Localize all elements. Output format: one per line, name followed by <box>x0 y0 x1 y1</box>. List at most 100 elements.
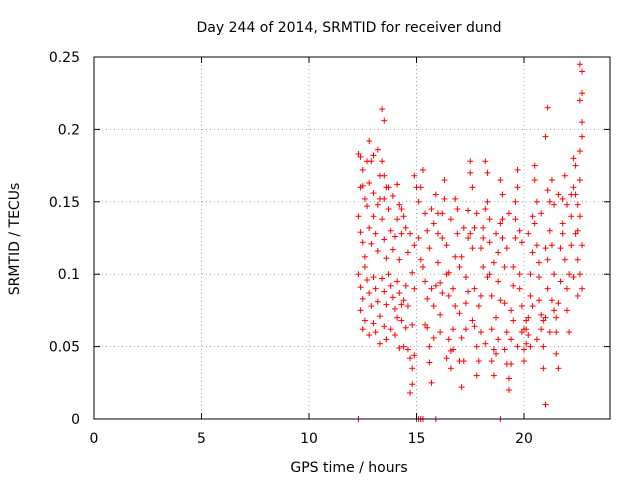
data-point <box>478 292 484 299</box>
data-point <box>531 220 538 227</box>
data-point <box>447 365 454 372</box>
data-point <box>484 274 491 281</box>
data-point <box>574 201 581 208</box>
data-point <box>398 301 405 308</box>
data-point <box>370 320 377 327</box>
data-point <box>409 269 416 276</box>
data-point <box>536 297 543 304</box>
data-point <box>456 263 463 270</box>
data-point <box>510 263 517 270</box>
data-point <box>381 288 388 295</box>
data-point <box>505 210 512 217</box>
data-point <box>527 271 534 278</box>
data-point <box>441 177 448 184</box>
data-point <box>437 329 444 336</box>
data-point <box>452 195 459 202</box>
data-point <box>553 329 560 336</box>
data-point <box>495 336 502 343</box>
data-point <box>579 90 586 97</box>
data-point <box>428 379 435 386</box>
data-point <box>538 326 545 333</box>
data-point <box>531 162 538 169</box>
data-point <box>579 285 586 292</box>
data-point <box>396 345 403 352</box>
data-point <box>546 227 553 234</box>
data-point <box>555 365 562 372</box>
data-point <box>396 256 403 263</box>
data-point <box>540 317 547 324</box>
data-point <box>488 358 495 365</box>
data-point <box>445 269 452 276</box>
data-point <box>417 256 424 263</box>
data-point <box>523 340 530 347</box>
data-point <box>529 213 536 220</box>
data-point <box>385 206 392 213</box>
data-point <box>372 230 379 237</box>
y-tick-label: 0.2 <box>58 122 80 138</box>
data-point <box>546 329 553 336</box>
data-point <box>508 307 515 314</box>
data-point <box>467 230 474 237</box>
data-point <box>499 235 506 241</box>
data-point <box>456 310 463 317</box>
data-point <box>439 290 446 297</box>
data-point <box>484 169 491 176</box>
data-point <box>469 317 476 324</box>
data-point <box>488 292 495 299</box>
data-point <box>366 332 373 339</box>
data-point <box>497 297 504 304</box>
data-point <box>419 166 426 173</box>
data-point <box>518 303 525 310</box>
data-point <box>458 253 465 260</box>
y-tick-labels: 0 0.05 0.1 0.15 0.2 0.25 <box>49 50 80 428</box>
data-point <box>514 184 521 191</box>
data-point <box>404 303 411 310</box>
data-point <box>482 158 489 165</box>
plot-frame <box>93 56 611 420</box>
data-point <box>579 119 586 126</box>
data-point <box>501 346 508 353</box>
data-point <box>462 274 469 281</box>
x-tick-labels: 0 5 10 15 20 <box>90 431 533 447</box>
data-point <box>411 242 418 249</box>
data-point <box>374 298 381 305</box>
data-point <box>462 300 469 307</box>
data-point <box>467 158 474 165</box>
data-point <box>435 259 441 266</box>
data-point <box>383 301 390 308</box>
data-point <box>551 271 558 278</box>
data-point <box>551 201 558 208</box>
data-point <box>525 332 532 339</box>
data-point <box>473 372 480 379</box>
data-point <box>465 235 472 241</box>
data-point <box>478 245 484 252</box>
data-point <box>501 300 508 307</box>
data-point <box>521 326 527 333</box>
data-point <box>443 242 450 249</box>
data-point <box>409 321 416 328</box>
data-point <box>497 220 504 227</box>
data-point <box>564 201 570 208</box>
data-point <box>473 210 480 217</box>
data-point <box>407 230 414 237</box>
data-point <box>454 230 461 237</box>
data-point <box>471 323 478 330</box>
data-point <box>488 326 495 333</box>
data-point <box>559 220 566 227</box>
data-point <box>484 198 491 205</box>
data-point <box>497 177 504 184</box>
data-point <box>574 292 581 299</box>
data-point <box>469 184 476 191</box>
data-point <box>432 191 439 198</box>
data-point <box>450 326 457 333</box>
data-point <box>531 177 538 184</box>
data-point <box>374 146 381 153</box>
data-point <box>392 332 398 339</box>
data-point <box>379 275 386 282</box>
data-point <box>409 381 416 388</box>
data-point <box>490 346 497 353</box>
x-axis-label: GPS time / hours <box>290 460 407 476</box>
data-point <box>542 245 549 252</box>
data-point <box>404 249 411 256</box>
